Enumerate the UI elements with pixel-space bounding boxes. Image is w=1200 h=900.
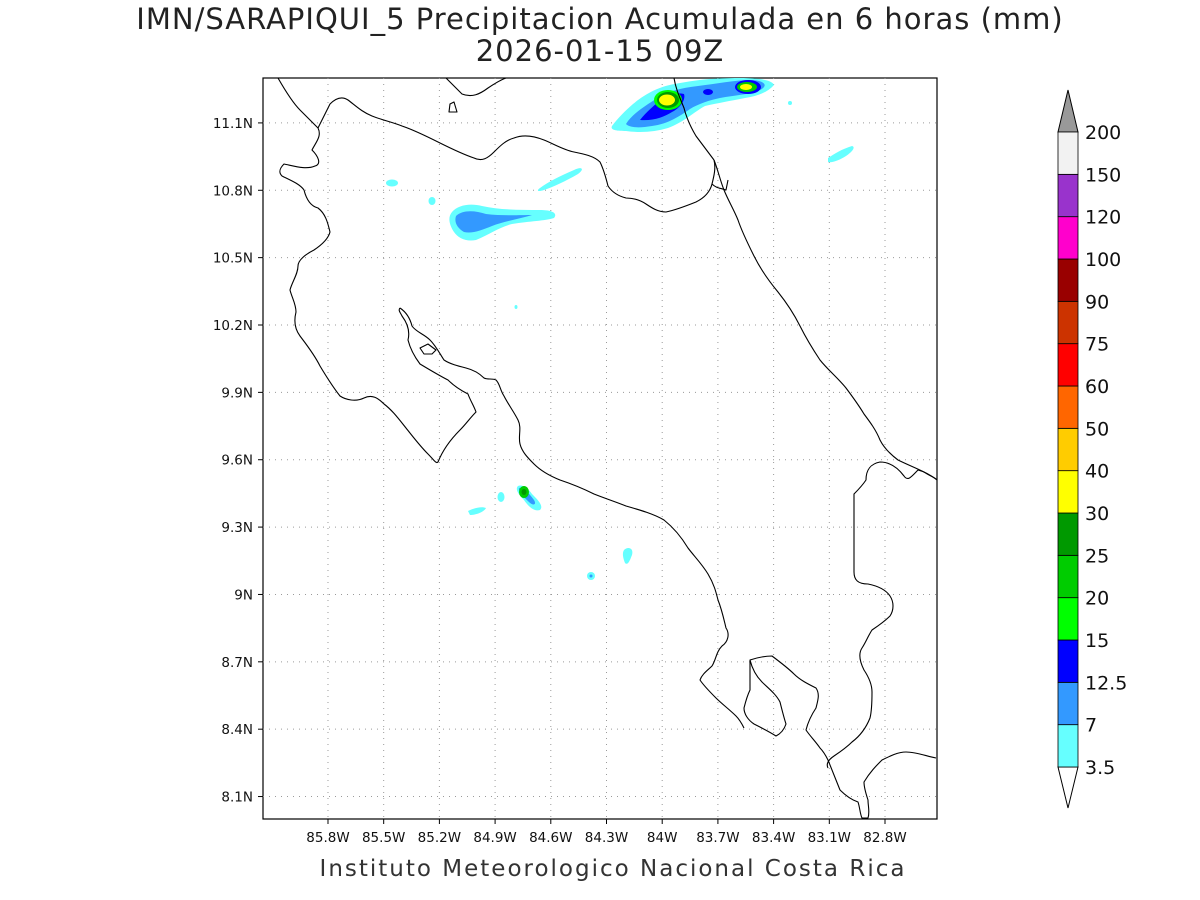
- nicaragua-pacific-coast: [277, 78, 319, 129]
- gulf-of-nicoya-coast: [399, 307, 745, 729]
- colorbar-swatch: [1057, 427, 1079, 472]
- colorbar-swatch: [1057, 724, 1079, 768]
- gulf-of-papagayo-coast: [279, 127, 477, 464]
- rain-area-streak-north: [537, 168, 582, 192]
- colorbar-swatch: [1057, 131, 1079, 175]
- y-tick-label: 9.3N: [221, 520, 253, 536]
- colorbar-label: 15: [1085, 630, 1109, 652]
- y-tick-label: 9.9N: [221, 385, 253, 401]
- colorbar-swatch: [1057, 639, 1079, 683]
- x-tick-label: 84.6W: [529, 830, 572, 846]
- island-zapatera: [448, 101, 458, 113]
- colorbar-label: 3.5: [1085, 757, 1115, 779]
- golfito-coast: [743, 659, 787, 737]
- map-frame: [262, 77, 938, 820]
- colorbar-swatch: [1057, 343, 1079, 387]
- panama-border: [826, 461, 937, 769]
- colorbar-swatch: [1057, 470, 1079, 514]
- map-datetime: 2026-01-15 09Z: [475, 34, 725, 68]
- x-tick-label: 83.4W: [752, 830, 795, 846]
- colorbar-label: 25: [1085, 545, 1109, 567]
- colorbar-swatch: [1057, 300, 1079, 345]
- y-tick-label: 8.4N: [221, 722, 253, 738]
- x-tick-label: 85.5W: [362, 830, 405, 846]
- y-tick-label: 8.7N: [221, 655, 253, 671]
- colorbar-swatch: [1057, 258, 1079, 302]
- colorbar-label: 75: [1085, 334, 1109, 356]
- colorbar-label: 120: [1085, 207, 1121, 229]
- y-tick-label: 10.5N: [213, 251, 253, 267]
- x-tick-label: 85.8W: [306, 830, 349, 846]
- x-tick-label: 83.7W: [696, 830, 739, 846]
- colorbar-swatch: [1057, 554, 1079, 599]
- colorbar-label: 90: [1085, 291, 1109, 313]
- colorbar-top-arrow: [1057, 89, 1079, 133]
- y-tick-label: 8.1N: [221, 790, 253, 806]
- colorbar-legend: 3.5 7 12.5 15 20 25 30 40 50 60 75 90 100 120 150 200: [1057, 89, 1127, 809]
- graticule-grid: [263, 78, 937, 819]
- y-tick-label: 9.6N: [221, 453, 253, 469]
- lake-nicaragua-shore: [445, 78, 507, 97]
- x-tick-label: 84W: [647, 830, 678, 846]
- island-chira: [419, 343, 437, 355]
- y-tick-label: 10.2N: [213, 318, 253, 334]
- coastline-borders: [277, 78, 937, 819]
- map-title: IMN/SARAPIQUI_5 Precipitacion Acumulada …: [136, 2, 1064, 36]
- colorbar-bottom-arrow: [1057, 766, 1079, 809]
- colorbar-label: 20: [1085, 588, 1109, 610]
- precipitation-areas: [386, 78, 854, 580]
- colorbar-label: 100: [1085, 249, 1121, 271]
- caribbean-coast: [713, 159, 937, 481]
- map-axes: 85.8W 85.5W 85.2W 84.9W 84.6W 84.3W 84W 83.7W 83…: [213, 116, 907, 846]
- x-tick-label: 83.1W: [808, 830, 851, 846]
- rain-area-east: [828, 146, 854, 163]
- nicaragua-border: [317, 97, 716, 213]
- colorbar-label: 150: [1085, 164, 1121, 186]
- colorbar-swatch: [1057, 681, 1079, 726]
- y-tick-label: 9N: [234, 587, 253, 603]
- y-tick-label: 10.8N: [213, 183, 253, 199]
- colorbar-swatch: [1057, 385, 1079, 429]
- colorbar-swatch: [1057, 216, 1079, 260]
- y-tick-label: 11.1N: [213, 116, 253, 132]
- x-tick-label: 84.3W: [585, 830, 628, 846]
- colorbar-label: 60: [1085, 376, 1109, 398]
- colorbar-swatch: [1057, 512, 1079, 556]
- x-tick-label: 85.2W: [418, 830, 461, 846]
- colorbar-label: 12.5: [1085, 672, 1127, 694]
- colorbar-label: 30: [1085, 503, 1109, 525]
- colorbar-label: 40: [1085, 461, 1109, 483]
- x-tick-label: 82.8W: [863, 830, 906, 846]
- colorbar-label: 50: [1085, 418, 1109, 440]
- credit-text: Instituto Meteorologico Nacional Costa R…: [319, 856, 907, 882]
- san-juan-river-border: [673, 78, 715, 161]
- colorbar-swatch: [1057, 597, 1079, 641]
- colorbar-label: 7: [1085, 715, 1097, 737]
- x-tick-label: 84.9W: [473, 830, 516, 846]
- colorbar-swatch: [1057, 173, 1079, 218]
- osa-peninsula-coast: [749, 655, 937, 819]
- colorbar-label: 200: [1085, 122, 1121, 144]
